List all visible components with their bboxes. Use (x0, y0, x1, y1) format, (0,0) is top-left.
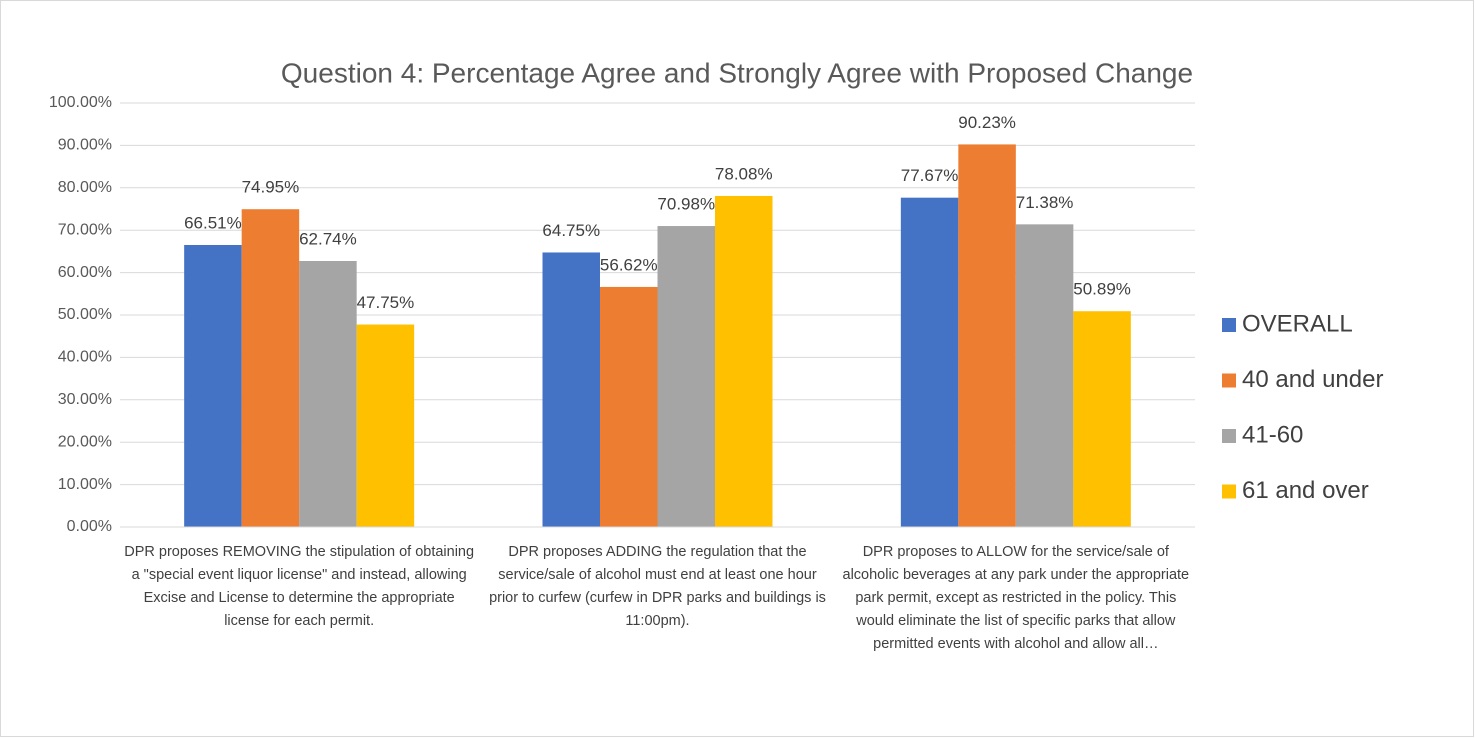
legend-swatch (1222, 318, 1236, 332)
y-tick-label: 100.00% (49, 94, 112, 111)
y-tick-label: 0.00% (67, 518, 112, 535)
bar (542, 252, 600, 527)
bar (715, 195, 773, 527)
y-tick-label: 80.00% (58, 179, 112, 196)
bar (958, 144, 1016, 527)
y-tick-label: 50.00% (58, 306, 112, 323)
bar (299, 260, 357, 527)
data-label: 50.89% (1073, 280, 1131, 299)
bar (356, 324, 415, 527)
x-tick-label: DPR proposes REMOVING the stipulation of… (124, 544, 475, 629)
data-label: 62.74% (299, 229, 357, 248)
bar (600, 286, 658, 527)
legend-swatch (1222, 429, 1236, 443)
bar (900, 197, 959, 527)
y-tick-label: 20.00% (58, 433, 112, 450)
data-label: 77.67% (901, 166, 959, 185)
y-tick-label: 60.00% (58, 264, 112, 281)
data-label: 64.75% (542, 221, 600, 240)
bar (1015, 224, 1074, 527)
y-tick-label: 40.00% (58, 349, 112, 366)
chart-title: Question 4: Percentage Agree and Strongl… (281, 57, 1193, 88)
data-label: 74.95% (242, 178, 300, 197)
bar (657, 226, 715, 527)
legend-label: 41-60 (1242, 421, 1303, 448)
x-tick-label: DPR proposes ADDING the regulation that … (489, 544, 826, 629)
data-label: 71.38% (1016, 193, 1074, 212)
legend-swatch (1222, 484, 1236, 499)
y-tick-label: 90.00% (58, 137, 112, 154)
legend-label: 40 and under (1242, 366, 1383, 393)
y-tick-label: 70.00% (58, 221, 112, 238)
x-tick-label: DPR proposes to ALLOW for the service/sa… (842, 544, 1190, 652)
y-tick-label: 10.00% (58, 476, 112, 493)
bar (241, 209, 300, 527)
data-label: 70.98% (657, 195, 715, 214)
data-label: 66.51% (184, 213, 242, 232)
data-label: 90.23% (958, 113, 1016, 132)
bar (1073, 311, 1131, 527)
bar (184, 244, 242, 527)
legend-swatch (1222, 373, 1236, 388)
data-label: 47.75% (357, 293, 415, 312)
data-label: 78.08% (715, 164, 773, 183)
y-tick-label: 30.00% (58, 391, 112, 408)
legend-label: OVERALL (1242, 310, 1353, 337)
data-label: 56.62% (600, 255, 658, 274)
legend-label: 61 and over (1242, 477, 1369, 504)
